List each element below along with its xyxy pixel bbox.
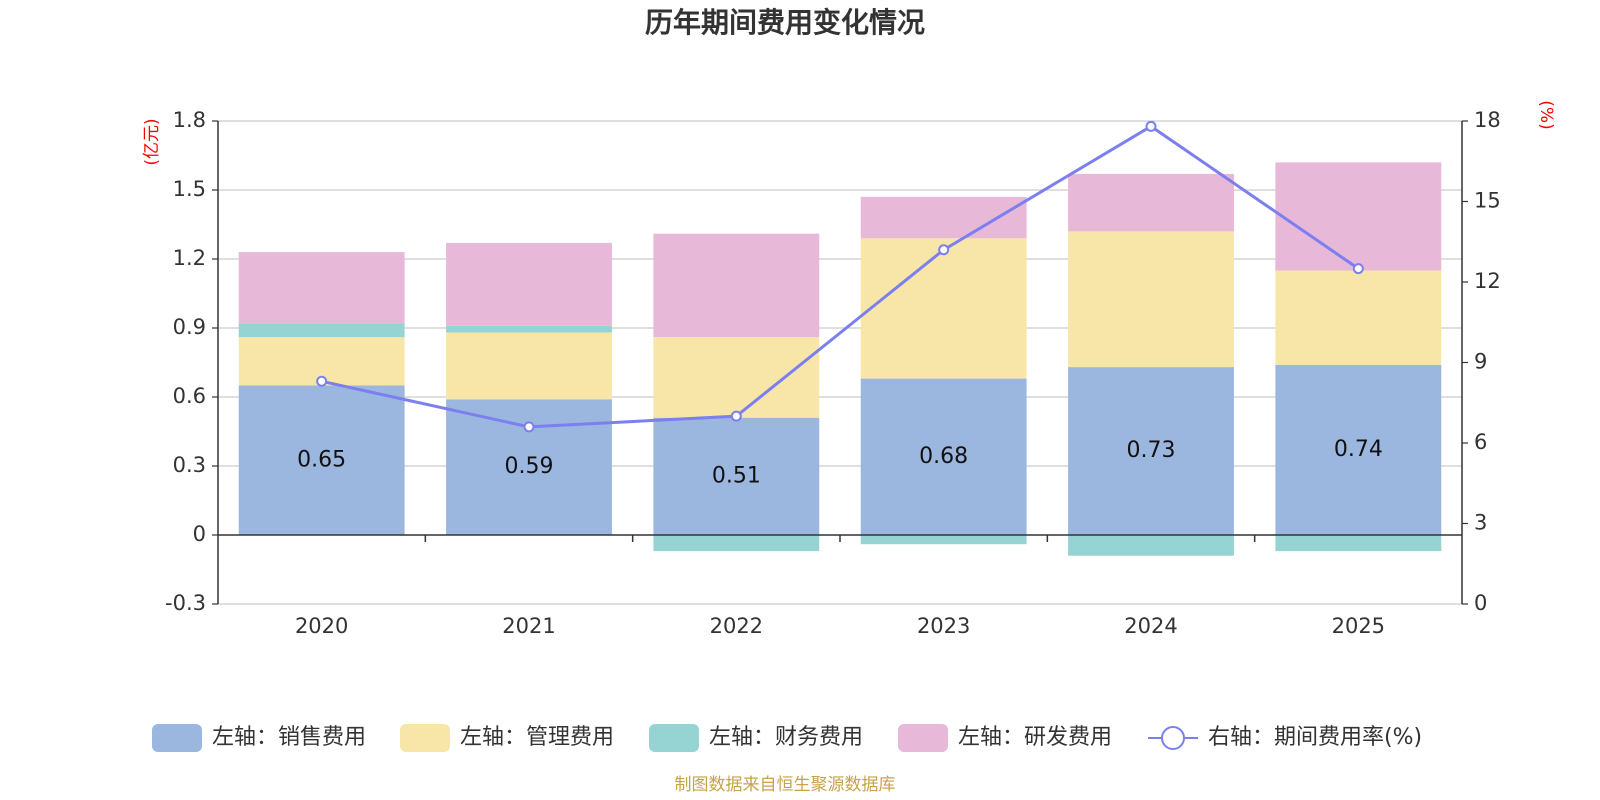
bar-segment [653,535,820,552]
rate-line-point [523,421,535,433]
legend-label: 左轴：研发费用 [958,725,1112,750]
bar-segment [860,535,1027,545]
bar-segment [653,417,820,535]
bar-segment [1068,535,1234,556]
bar-segment [446,332,612,400]
bar-segment [1068,173,1234,232]
bar-segment [446,325,612,333]
data-labels: 0.65 0.59 0.51 0.68 0.73 0.74 [297,437,1383,488]
right-axis-unit: (%) [1536,100,1556,129]
left-axis-tick-label: 1.8 [173,108,206,132]
bar-segment [238,323,405,338]
bar-segment [860,378,1027,535]
bar-data-label: 0.73 [1127,438,1176,463]
legend-swatch [152,724,202,752]
bar-data-label: 0.59 [505,454,554,479]
x-axis-tick-label: 2021 [502,614,555,638]
chart-title: 历年期间费用变化情况 [645,6,925,39]
bar-segment [1068,231,1234,368]
bar-segment [860,238,1027,379]
bar-segment [446,242,612,326]
x-axis-tick-label: 2020 [295,614,348,638]
right-axis-tick-label: 6 [1474,430,1487,454]
bar-segment [1275,535,1442,552]
left-axis-tick-label: 0.9 [173,315,206,339]
bar-segment [1275,364,1442,535]
right-axis-tick-label: 0 [1474,591,1487,615]
right-axis-tick-label: 3 [1474,511,1487,535]
source-note: 制图数据来自恒生聚源数据库 [675,775,896,795]
right-axis-tick-label: 9 [1474,350,1487,374]
right-axis-tick-label: 18 [1474,108,1501,132]
grid-lines [218,120,1462,605]
legend-swatch [649,724,699,752]
rate-line-point [316,375,328,387]
legend: 左轴：销售费用 左轴：管理费用 左轴：财务费用 左轴：研发费用 右轴：期间费用率(%) [152,724,1422,752]
left-axis-tick-label: 0 [193,522,206,546]
left-axis-tick-label: -0.3 [165,591,206,615]
rate-line [316,120,1364,433]
bar-data-label: 0.51 [712,463,761,488]
bars [238,162,1442,556]
legend-label: 左轴：财务费用 [709,725,863,750]
bar-segment [653,337,820,418]
bar-segment [238,252,405,324]
bar-segment [1275,162,1442,271]
left-axis-tick-label: 1.5 [173,177,206,201]
bar-segment [653,233,820,338]
rate-line-point [730,410,742,422]
x-axis-tick-label: 2022 [710,614,763,638]
left-axis-unit: (亿元) [142,118,162,165]
x-axis-tick-label: 2025 [1332,614,1385,638]
bar-segment [1275,270,1442,365]
bar-segment [860,196,1027,239]
left-axis-tick-label: 0.3 [173,453,206,477]
legend-label: 左轴：销售费用 [212,725,366,750]
x-axis-tick-label: 2024 [1124,614,1177,638]
rate-line-point [938,244,950,256]
bar-data-label: 0.65 [297,447,346,472]
legend-swatch [400,724,450,752]
rate-line-path [321,124,1360,429]
legend-marker-icon [1161,726,1185,750]
bar-segment [1068,367,1234,535]
right-axis-tick-label: 12 [1474,269,1501,293]
rate-line-point [1352,263,1364,275]
axes: -0.3 0 0.3 0.6 0.9 1.2 1.5 1.8 0 3 6 9 12 15 18 2020 202… [165,108,1501,638]
bar-segment [238,385,405,535]
legend-swatch [898,724,948,752]
legend-label: 右轴：期间费用率(%) [1208,725,1422,750]
left-axis-tick-label: 0.6 [173,384,206,408]
rate-line-point [1145,120,1157,132]
left-axis-tick-label: 1.2 [173,246,206,270]
legend-label: 左轴：管理费用 [460,725,614,750]
bar-data-label: 0.74 [1334,437,1383,462]
x-axis-tick-label: 2023 [917,614,970,638]
bar-data-label: 0.68 [919,444,968,469]
right-axis-tick-label: 15 [1474,189,1501,213]
